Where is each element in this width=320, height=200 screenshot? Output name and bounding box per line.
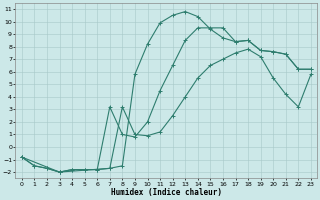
X-axis label: Humidex (Indice chaleur): Humidex (Indice chaleur) xyxy=(111,188,222,197)
